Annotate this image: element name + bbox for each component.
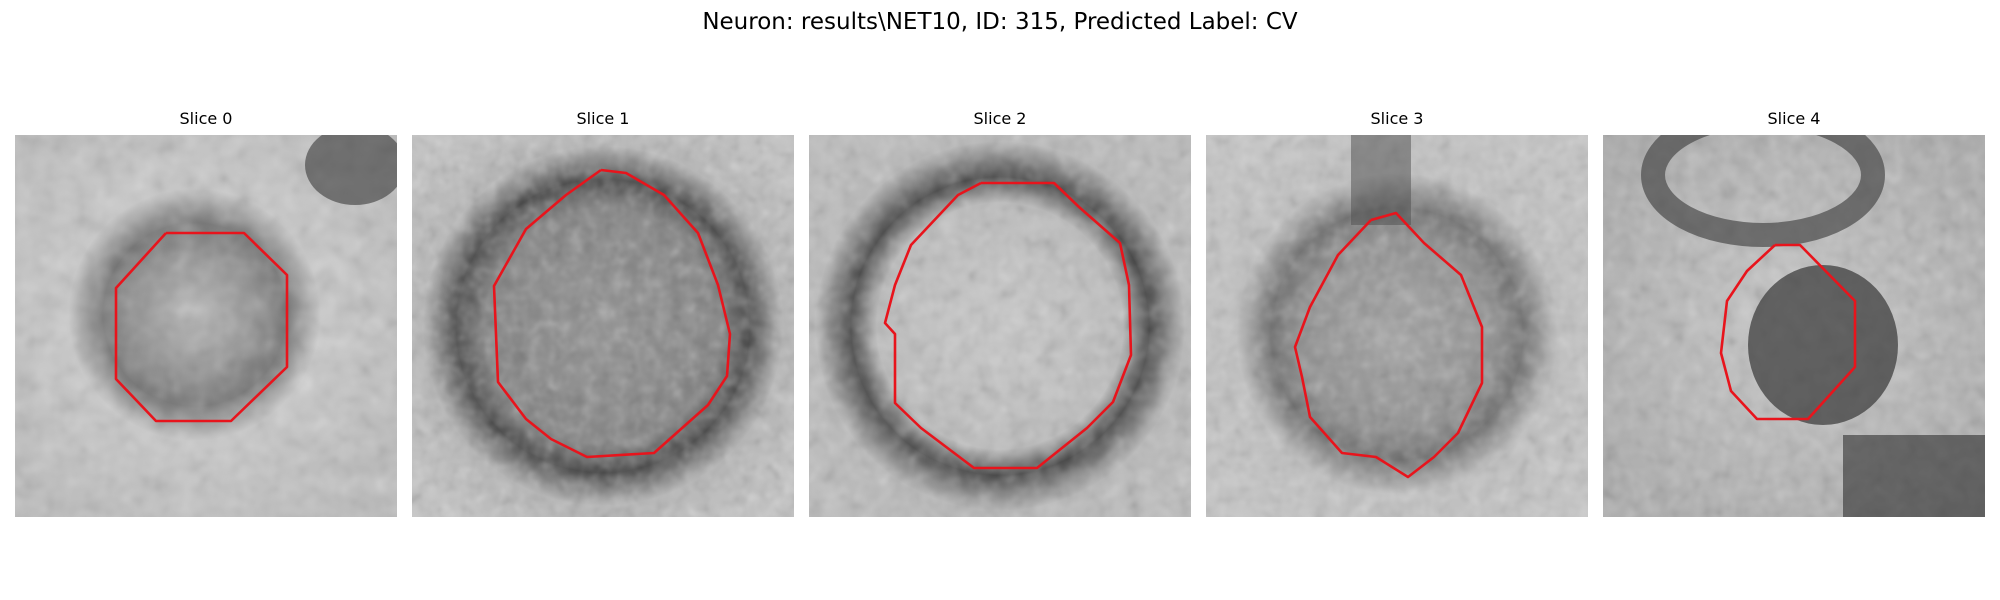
slice-panel-0: Slice 0 bbox=[15, 108, 397, 520]
figure-title: Neuron: results\NET10, ID: 315, Predicte… bbox=[702, 9, 1298, 35]
slice-image-3 bbox=[1206, 135, 1588, 517]
dark-region bbox=[305, 135, 397, 205]
slice-panel-2: Slice 2 bbox=[809, 108, 1191, 520]
contour-outline bbox=[1293, 211, 1484, 479]
slice-panel-4: Slice 4 bbox=[1603, 108, 1985, 520]
contour-outline bbox=[883, 181, 1133, 470]
slice-title: Slice 0 bbox=[179, 109, 233, 128]
slice-image-2 bbox=[809, 135, 1191, 517]
slice-title: Slice 4 bbox=[1767, 109, 1821, 128]
image-texture bbox=[412, 135, 794, 517]
contour-outline bbox=[492, 168, 732, 459]
slice-title: Slice 2 bbox=[973, 109, 1027, 128]
contour-outline bbox=[1719, 243, 1857, 421]
slice-panel-1: Slice 1 bbox=[412, 108, 794, 520]
slice-image-0 bbox=[15, 135, 397, 517]
dark-region bbox=[1748, 265, 1898, 425]
image-texture bbox=[809, 135, 1191, 517]
slice-image-1 bbox=[412, 135, 794, 517]
dark-ring bbox=[1641, 135, 1885, 247]
dark-region bbox=[1351, 135, 1411, 225]
slice-title: Slice 1 bbox=[576, 109, 630, 128]
dark-region bbox=[1843, 435, 1985, 517]
slice-panel-3: Slice 3 bbox=[1206, 108, 1588, 520]
slice-image-4 bbox=[1603, 135, 1985, 517]
slice-title: Slice 3 bbox=[1370, 109, 1424, 128]
contour-outline bbox=[114, 231, 289, 423]
